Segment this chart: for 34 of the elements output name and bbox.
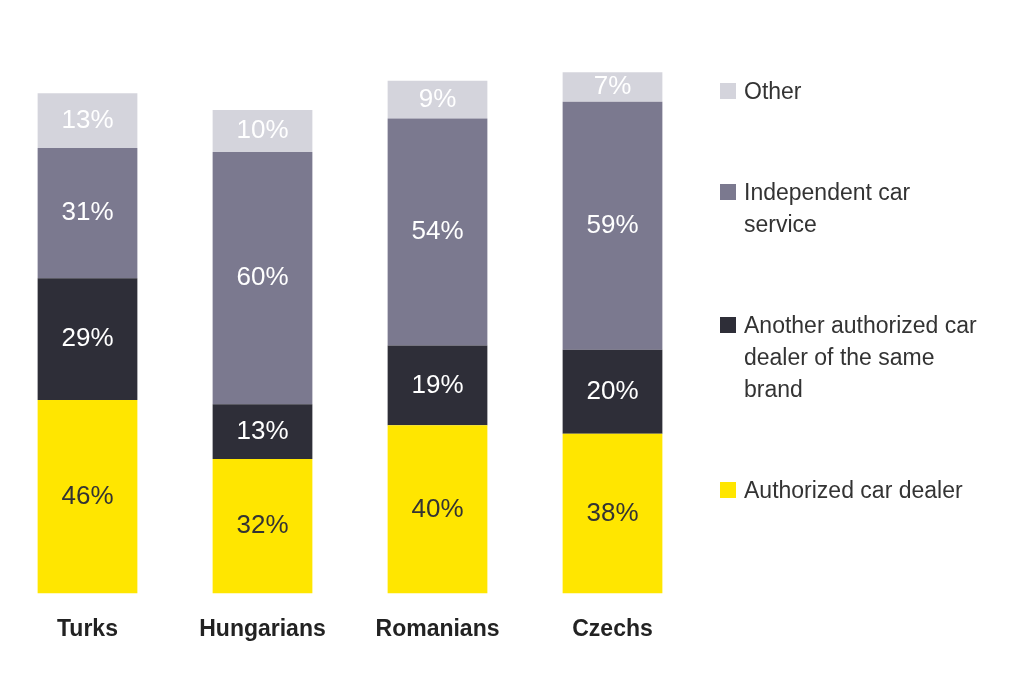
bar	[37, 400, 138, 594]
data-label: 59%	[586, 208, 639, 239]
bar	[37, 93, 138, 148]
x-tick-label: Romanians	[375, 614, 500, 641]
bar	[387, 345, 488, 426]
data-label: 19%	[411, 368, 464, 399]
legend-label: Authorized car dealer	[744, 475, 963, 505]
data-label: 38%	[586, 496, 639, 527]
bar	[37, 147, 138, 279]
data-label: 20%	[586, 374, 639, 405]
bar	[387, 425, 488, 594]
bar	[562, 72, 663, 102]
bar	[562, 433, 663, 594]
bar	[562, 101, 663, 350]
x-tick-label: Czechs	[572, 614, 653, 641]
data-label: 13%	[236, 414, 289, 445]
bar	[37, 278, 138, 401]
bar	[562, 349, 663, 434]
data-label: 29%	[61, 322, 114, 353]
legend-label: Other	[744, 76, 802, 106]
data-label: 40%	[411, 492, 464, 523]
bar	[212, 152, 313, 405]
x-tick-label: Turks	[57, 614, 118, 641]
legend-label: Another authorized car dealer of the same brand	[744, 310, 978, 404]
bar	[387, 118, 488, 346]
data-label: 54%	[411, 215, 464, 246]
bar	[212, 404, 313, 459]
data-label: 32%	[236, 509, 289, 540]
legend-label: Independent car service	[744, 177, 912, 239]
bar	[212, 458, 313, 594]
x-tick-label: Hungarians	[199, 614, 326, 641]
data-label: 46%	[61, 479, 114, 510]
data-label: 60%	[236, 261, 289, 292]
data-label: 31%	[61, 196, 114, 227]
